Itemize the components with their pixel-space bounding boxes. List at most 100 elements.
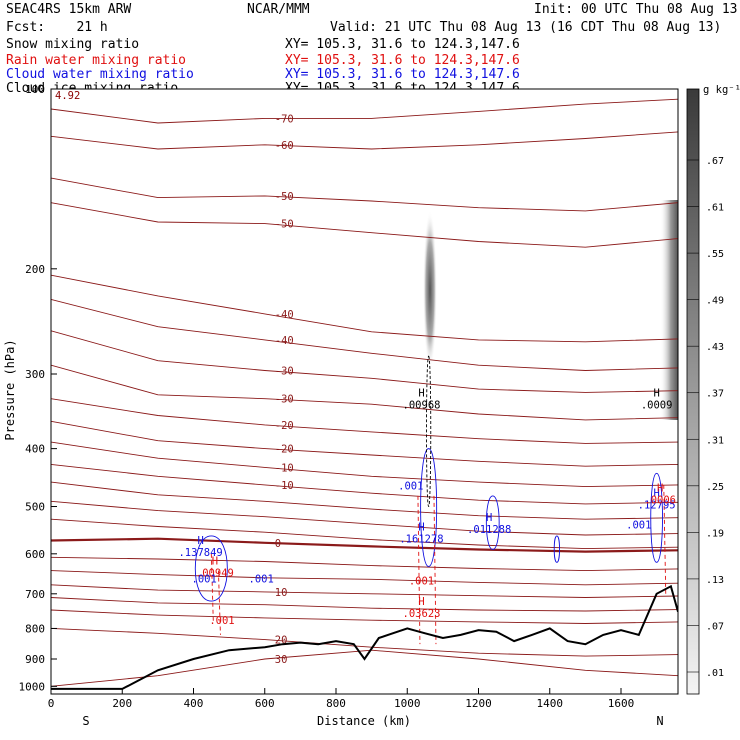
high-marker: H (657, 482, 663, 494)
temperature-contour-label: 0 (275, 538, 281, 550)
mixing-ratio-contour (426, 355, 432, 507)
x-endpoint-left: S (82, 714, 89, 728)
temperature-contour-line (51, 584, 678, 598)
feature-value-label: .001 (626, 519, 651, 531)
temperature-contour-label: -60 (275, 140, 294, 152)
temperature-contour-line (51, 131, 678, 150)
center-label: NCAR/MMM (247, 2, 310, 17)
y-tick-label: 300 (25, 368, 45, 381)
x-tick-label: 200 (112, 697, 132, 710)
feature-value-label: .001 (192, 573, 217, 585)
y-tick-label: 400 (25, 443, 45, 456)
temperature-contour-line (51, 570, 678, 586)
temperature-contour-line (51, 609, 678, 624)
colorbar-tick-label: .61 (706, 203, 724, 214)
rain-contour (210, 553, 214, 622)
x-tick-label: 1400 (537, 697, 564, 710)
ice-shading-edge (660, 200, 678, 420)
feature-value-label: .001 (209, 615, 234, 627)
rain-contour (417, 495, 421, 645)
feature-value-label: .161278 (399, 534, 443, 546)
x-tick-label: 800 (326, 697, 346, 710)
temperature-contour-line (51, 420, 678, 467)
temperature-contour-line (51, 537, 678, 553)
temperature-contour-line (51, 364, 678, 421)
feature-value-label: .03623 (403, 608, 441, 620)
high-marker: H (653, 387, 659, 399)
temperature-contour-line (51, 177, 678, 212)
mixing-ratio-contour (485, 495, 500, 550)
mixing-ratio-contour (650, 472, 663, 563)
temperature-contour-label: -10 (275, 480, 294, 492)
temperature-contour-label: -40 (275, 335, 294, 347)
colorbar-tick-label: .43 (706, 342, 724, 353)
y-tick-label: 600 (25, 548, 45, 561)
field-rain-name: Rain water mixing ratio (6, 53, 186, 68)
field-rain-xy: XY= 105.3, 31.6 to 124.3,147.6 (285, 53, 520, 68)
feature-value-label: .011288 (467, 524, 511, 536)
field-cloudwater-xy: XY= 105.3, 31.6 to 124.3,147.6 (285, 67, 520, 82)
feature-value-label: .001 (409, 575, 434, 587)
y-tick-label: 1000 (19, 680, 46, 693)
temperature-contour-line (51, 202, 678, 248)
model-title: SEAC4RS 15km ARW (6, 2, 131, 17)
x-tick-label: 1000 (394, 697, 421, 710)
mixing-ratio-contours (194, 355, 667, 645)
high-marker: H (418, 596, 424, 608)
y-axis-label: Pressure (hPa) (3, 339, 17, 440)
x-tick-label: 400 (184, 697, 204, 710)
temperature-contour-line (51, 398, 678, 444)
y-tick-label: 800 (25, 622, 45, 635)
high-marker: H (212, 556, 218, 568)
feature-value-label: .00968 (403, 399, 441, 411)
colorbar-tick-label: .67 (706, 156, 724, 167)
temperature-contour-line (51, 500, 678, 536)
temperature-contour-label: -10 (275, 462, 294, 474)
field-snow-name: Snow mixing ratio (6, 37, 139, 52)
temperature-contour-line (51, 556, 678, 572)
feature-value-label: .0006 (644, 494, 676, 506)
temperature-contour-label: -70 (275, 113, 294, 125)
high-marker: H (418, 522, 424, 534)
colorbar-tick-label: .07 (706, 621, 724, 632)
plot-frame (50, 88, 679, 695)
colorbar-tick-label: .13 (706, 575, 724, 586)
colorbar: .67 .61 .55 .49 .43 .37 .31 .25 .19 .13 .07 .01 g k… (686, 84, 740, 695)
colorbar-tick-label: .01 (706, 668, 724, 679)
forecast-hour: Fcst: 21 h (6, 20, 108, 35)
temperature-contour-label: -30 (275, 366, 294, 378)
field-snow-xy: XY= 105.3, 31.6 to 124.3,147.6 (285, 37, 520, 52)
temperature-contour-line (51, 463, 678, 505)
x-tick-label: 600 (255, 697, 275, 710)
high-marker: H (653, 488, 659, 500)
temperature-contour-label: -20 (275, 420, 294, 432)
x-axis: 0 200 400 600 800 1000 1200 1400 1600 (48, 688, 634, 710)
feature-value-label: .12795 (638, 500, 676, 512)
temperature-contour-label: -50 (275, 219, 294, 231)
field-cloudwater-name: Cloud water mixing ratio (6, 67, 194, 82)
chart-features: H.137849H.00949H.00968H.161278H.011288H.… (178, 387, 676, 626)
x-tick-label: 1200 (465, 697, 492, 710)
feature-value-label: .137849 (178, 547, 222, 559)
colorbar-unit: g kg⁻¹ (703, 84, 740, 96)
feature-value-label: .001 (398, 481, 423, 493)
mixing-ratio-contour (194, 535, 228, 602)
temperature-contour-label: -40 (275, 309, 294, 321)
mixing-ratio-contour (553, 535, 560, 563)
high-marker: H (197, 535, 203, 547)
temperature-contour-line (51, 330, 678, 393)
feature-value-label: .00949 (196, 568, 234, 580)
feature-value-label: .001 (249, 573, 274, 585)
temperature-contour-label: 30 (275, 654, 288, 666)
y-tick-label: 100 (25, 83, 45, 96)
y-tick-label: 700 (25, 588, 45, 601)
temperature-contour-line (51, 441, 678, 488)
colorbar-tick-label: .49 (706, 296, 724, 307)
plot-background (51, 89, 678, 694)
temperature-contour-line (51, 518, 678, 550)
header: SEAC4RS 15km ARW NCAR/MMM Init: 00 UTC T… (6, 2, 738, 96)
temperature-contour-label: -50 (275, 191, 294, 203)
ice-shading-central (423, 210, 437, 370)
terrain (51, 584, 678, 690)
mixing-ratio-contour (420, 448, 438, 567)
